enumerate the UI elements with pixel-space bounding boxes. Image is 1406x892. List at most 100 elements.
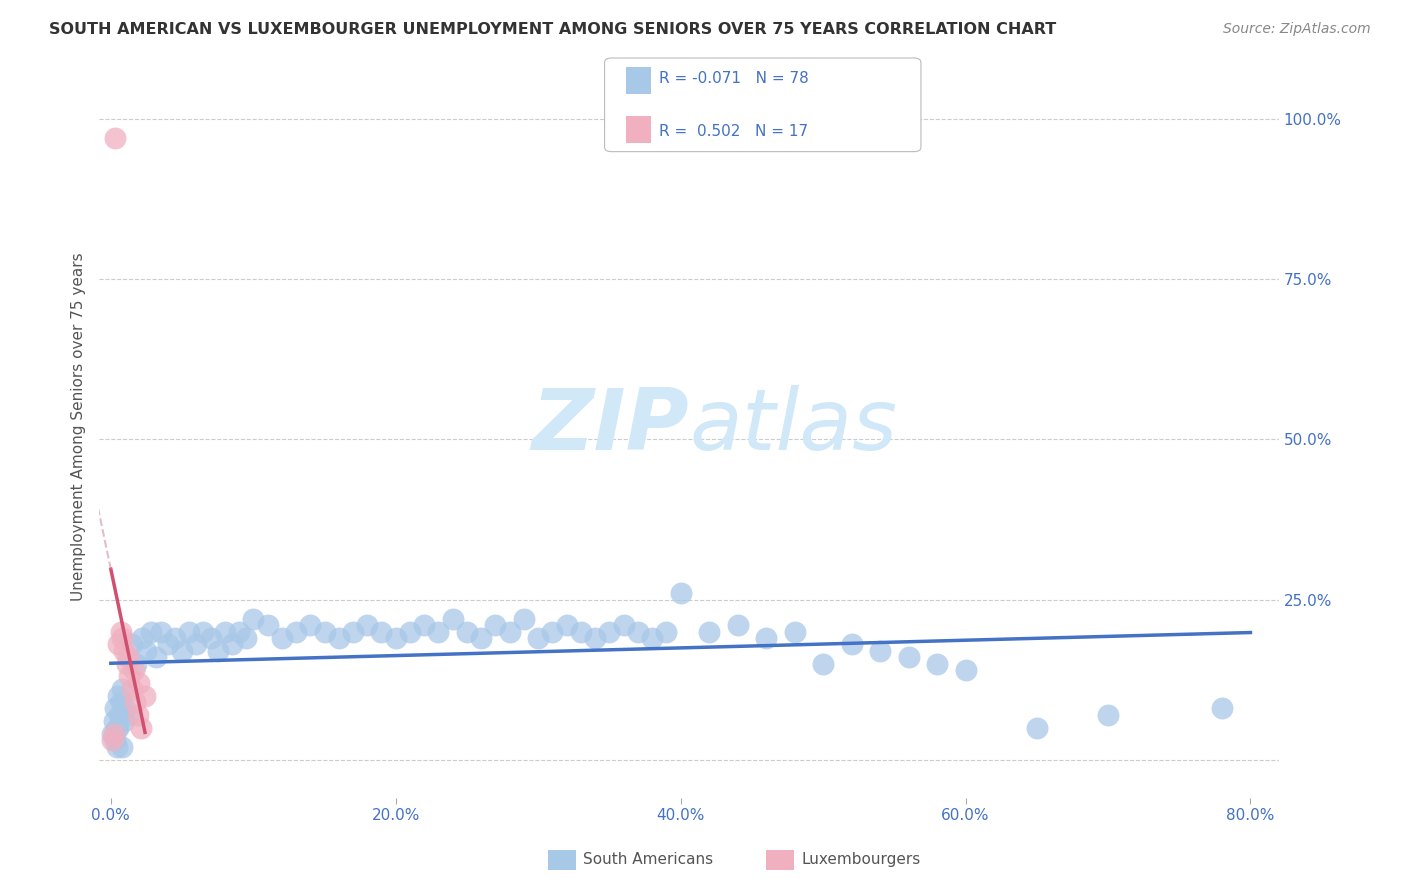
- Point: [384, 631, 406, 645]
- Point: [413, 618, 436, 632]
- Point: [484, 618, 506, 632]
- Point: [755, 631, 778, 645]
- Point: [955, 663, 977, 677]
- Text: Luxembourgers: Luxembourgers: [801, 853, 921, 867]
- Point: [163, 631, 186, 645]
- Point: [135, 644, 157, 658]
- Point: [270, 631, 292, 645]
- Point: [103, 727, 125, 741]
- Point: [124, 695, 146, 709]
- Point: [456, 624, 478, 639]
- Point: [128, 675, 150, 690]
- Point: [598, 624, 620, 639]
- Point: [925, 657, 948, 671]
- Y-axis label: Unemployment Among Seniors over 75 years: Unemployment Among Seniors over 75 years: [72, 252, 86, 601]
- Point: [470, 631, 492, 645]
- Point: [127, 707, 149, 722]
- Point: [200, 631, 222, 645]
- Point: [235, 631, 257, 645]
- Point: [170, 644, 193, 658]
- Point: [125, 657, 148, 671]
- Point: [104, 733, 127, 747]
- Point: [399, 624, 422, 639]
- Text: SOUTH AMERICAN VS LUXEMBOURGER UNEMPLOYMENT AMONG SENIORS OVER 75 YEARS CORRELAT: SOUTH AMERICAN VS LUXEMBOURGER UNEMPLOYM…: [49, 22, 1056, 37]
- Point: [569, 624, 592, 639]
- Point: [103, 714, 125, 729]
- Point: [105, 721, 128, 735]
- Point: [112, 644, 135, 658]
- Point: [121, 637, 143, 651]
- Point: [669, 586, 692, 600]
- Point: [811, 657, 834, 671]
- Point: [627, 624, 650, 639]
- Point: [117, 707, 139, 722]
- Point: [121, 682, 143, 697]
- Point: [256, 618, 278, 632]
- Point: [129, 721, 152, 735]
- Point: [207, 644, 229, 658]
- Point: [655, 624, 678, 639]
- Point: [370, 624, 392, 639]
- Point: [107, 637, 129, 651]
- Point: [111, 682, 134, 697]
- Point: [583, 631, 606, 645]
- Point: [221, 637, 243, 651]
- Point: [134, 689, 156, 703]
- Point: [101, 733, 124, 747]
- Point: [104, 131, 127, 145]
- Point: [104, 701, 127, 715]
- Text: R = -0.071   N = 78: R = -0.071 N = 78: [659, 71, 810, 86]
- Point: [555, 618, 578, 632]
- Point: [841, 637, 863, 651]
- Point: [228, 624, 250, 639]
- Point: [299, 618, 322, 632]
- Point: [1211, 701, 1233, 715]
- Point: [118, 669, 141, 683]
- Point: [117, 650, 139, 665]
- Point: [285, 624, 308, 639]
- Point: [613, 618, 636, 632]
- Point: [156, 637, 179, 651]
- Point: [1025, 721, 1047, 735]
- Point: [527, 631, 550, 645]
- Point: [897, 650, 920, 665]
- Text: atlas: atlas: [689, 385, 897, 468]
- Point: [149, 624, 172, 639]
- Point: [111, 739, 134, 754]
- Point: [101, 727, 124, 741]
- Point: [541, 624, 564, 639]
- Point: [697, 624, 720, 639]
- Point: [115, 657, 138, 671]
- Point: [107, 721, 129, 735]
- Point: [314, 624, 336, 639]
- Point: [193, 624, 215, 639]
- Point: [112, 714, 135, 729]
- Point: [145, 650, 167, 665]
- Point: [186, 637, 208, 651]
- Point: [139, 624, 162, 639]
- Text: South Americans: South Americans: [583, 853, 714, 867]
- Point: [242, 612, 264, 626]
- Point: [356, 618, 378, 632]
- Point: [131, 631, 153, 645]
- Point: [1097, 707, 1119, 722]
- Point: [110, 695, 132, 709]
- Point: [641, 631, 664, 645]
- Point: [342, 624, 364, 639]
- Point: [122, 663, 145, 677]
- Point: [513, 612, 536, 626]
- Text: Source: ZipAtlas.com: Source: ZipAtlas.com: [1223, 22, 1371, 37]
- Point: [179, 624, 201, 639]
- Point: [499, 624, 522, 639]
- Text: R =  0.502   N = 17: R = 0.502 N = 17: [659, 124, 808, 138]
- Point: [114, 701, 136, 715]
- Point: [783, 624, 806, 639]
- Point: [328, 631, 350, 645]
- Point: [727, 618, 749, 632]
- Point: [105, 739, 128, 754]
- Point: [107, 689, 129, 703]
- Point: [214, 624, 236, 639]
- Point: [869, 644, 891, 658]
- Point: [108, 707, 131, 722]
- Point: [111, 631, 134, 645]
